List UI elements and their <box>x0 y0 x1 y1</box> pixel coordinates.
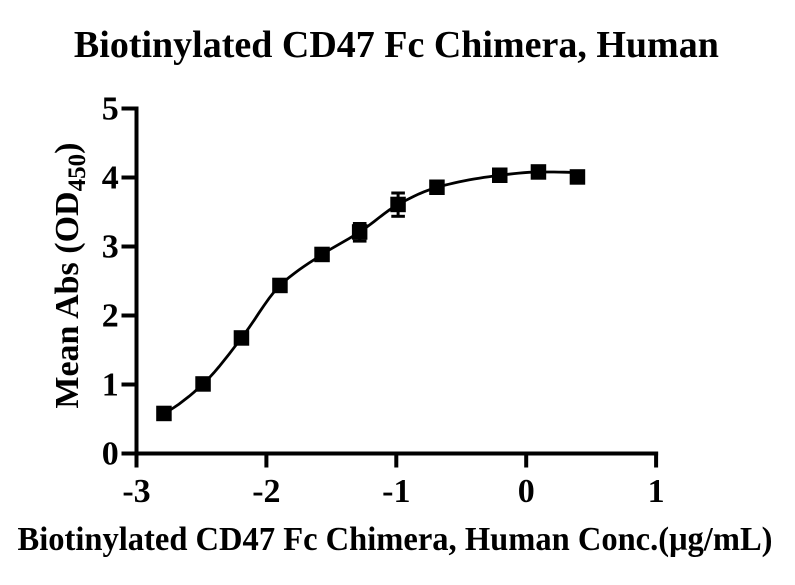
svg-text:1: 1 <box>648 473 665 510</box>
svg-text:Biotinylated CD47 Fc Chimera,: Biotinylated CD47 Fc Chimera, Human <box>74 24 719 66</box>
svg-text:0: 0 <box>102 436 119 473</box>
svg-text:2: 2 <box>102 298 119 335</box>
svg-text:Biotinylated CD47 Fc Chimera,: Biotinylated CD47 Fc Chimera, Human Conc… <box>18 521 773 558</box>
svg-text:3: 3 <box>102 229 119 266</box>
svg-text:1: 1 <box>102 367 119 404</box>
svg-text:5: 5 <box>102 91 119 128</box>
svg-text:4: 4 <box>102 160 119 197</box>
svg-text:-1: -1 <box>382 473 410 510</box>
svg-text:-3: -3 <box>122 473 150 510</box>
svg-text:-2: -2 <box>252 473 280 510</box>
svg-text:0: 0 <box>518 473 535 510</box>
